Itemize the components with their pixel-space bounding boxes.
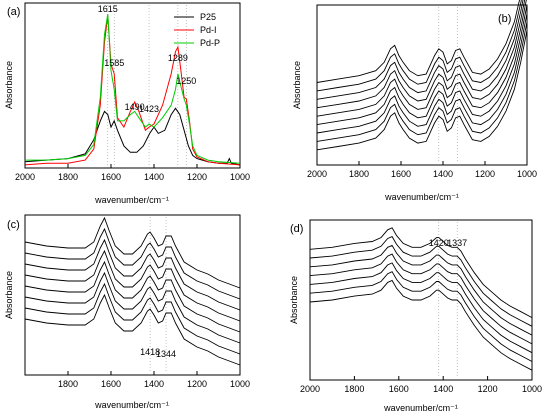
spectrum-line bbox=[316, 0, 527, 117]
panel-label-a: (a) bbox=[7, 6, 20, 18]
x-tick-label: 1600 bbox=[391, 169, 411, 179]
legend-label-pd-p: Pd-P bbox=[200, 38, 220, 48]
spectrum-line bbox=[309, 271, 533, 362]
spectrum-line bbox=[316, 4, 528, 126]
series-group-a bbox=[24, 13, 241, 166]
x-tick-label: 1600 bbox=[101, 172, 121, 182]
spectrum-line bbox=[24, 282, 241, 355]
x-tick-label: 1800 bbox=[349, 169, 369, 179]
x-ticks-d: 2000 1800 1600 1400 1200 1000 bbox=[300, 376, 542, 394]
panel-b: 2000 1800 1600 1400 1200 1000 (b) Absorbance … bbox=[292, 0, 537, 202]
legend-label-pd-i: Pd-I bbox=[200, 25, 217, 35]
x-tick-label: 1000 bbox=[230, 172, 250, 182]
spectrum-line bbox=[316, 13, 528, 134]
peak-label: 1418 bbox=[140, 347, 160, 357]
x-tick-label: 1200 bbox=[187, 172, 207, 182]
reference-lines-b bbox=[438, 7, 459, 163]
x-ticks-b: 2000 1800 1600 1400 1200 1000 bbox=[307, 161, 537, 179]
series-line-pd-p bbox=[25, 13, 241, 164]
panel-label-d: (d) bbox=[290, 223, 303, 235]
x-tick-label: 2000 bbox=[300, 384, 320, 394]
plot-frame-a bbox=[24, 2, 241, 169]
peak-label: 1615 bbox=[98, 4, 118, 14]
x-tick-label: 1400 bbox=[433, 384, 453, 394]
series-group-c bbox=[24, 216, 241, 366]
y-axis-label-d: Absorbance bbox=[289, 276, 299, 324]
x-tick-label: 1800 bbox=[58, 172, 78, 182]
x-tick-label: 2000 bbox=[15, 172, 35, 182]
reference-lines-a bbox=[107, 5, 187, 166]
spectrum-line bbox=[24, 260, 241, 333]
spectrum-line bbox=[309, 262, 533, 354]
x-tick-label: 1200 bbox=[187, 379, 207, 389]
x-axis-label-b: wavenumber/cm⁻¹ bbox=[384, 192, 459, 202]
peak-label: 1585 bbox=[104, 58, 124, 68]
x-tick-label: 1400 bbox=[433, 169, 453, 179]
spectrum-line bbox=[316, 21, 528, 142]
x-ticks-a: 2000 1800 1600 1400 1200 1000 bbox=[15, 164, 250, 182]
spectrum-line bbox=[309, 244, 533, 336]
spectrum-line bbox=[316, 0, 526, 109]
legend-label-p25: P25 bbox=[200, 12, 216, 22]
x-axis-label-c: wavenumber/cm⁻¹ bbox=[94, 400, 169, 410]
x-tick-label: 1400 bbox=[144, 379, 164, 389]
x-tick-label: 1600 bbox=[101, 379, 121, 389]
x-tick-label: 1000 bbox=[522, 384, 542, 394]
x-tick-label: 1400 bbox=[144, 172, 164, 182]
peak-label: 1420 bbox=[429, 238, 449, 248]
x-tick-label: 2000 bbox=[307, 169, 327, 179]
x-ticks-c: 1800 1600 1400 1200 1000 bbox=[58, 371, 250, 389]
series-line-p25 bbox=[24, 107, 241, 166]
peak-label: 1289 bbox=[168, 53, 188, 63]
spectrum-line bbox=[309, 236, 533, 327]
spectrum-line bbox=[24, 227, 241, 300]
x-tick-label: 1200 bbox=[475, 169, 495, 179]
spectrum-line bbox=[316, 0, 524, 100]
spectrum-line bbox=[24, 216, 241, 289]
peak-label: 1344 bbox=[156, 349, 176, 359]
spectrum-line bbox=[24, 271, 241, 344]
spectrum-line bbox=[309, 279, 533, 371]
spectrum-line bbox=[316, 0, 522, 92]
spectrum-line bbox=[309, 227, 533, 318]
x-axis-label-d: wavenumber/cm⁻¹ bbox=[383, 403, 458, 413]
spectrum-line bbox=[24, 293, 241, 366]
y-axis-label-c: Absorbance bbox=[4, 271, 14, 319]
panel-a: 2000 1800 1600 1400 1200 1000 1615 1585 1490142… bbox=[4, 2, 250, 205]
series-line-pd-i bbox=[24, 15, 241, 166]
spectrum-line bbox=[24, 249, 241, 322]
spectrum-line bbox=[316, 30, 528, 151]
plot-frame-b bbox=[316, 4, 528, 166]
series-group-d bbox=[309, 227, 533, 371]
panel-label-b: (b) bbox=[498, 13, 511, 25]
peak-label: 1423 bbox=[139, 104, 159, 114]
peak-label: 1490 bbox=[125, 102, 145, 112]
peak-label: 1250 bbox=[176, 76, 196, 86]
reference-lines-c bbox=[149, 217, 167, 373]
plot-frame-c bbox=[24, 214, 241, 376]
panel-label-c: (c) bbox=[7, 219, 20, 231]
x-tick-label: 1200 bbox=[478, 384, 498, 394]
spectrum-line bbox=[316, 0, 520, 83]
y-axis-label-b: Absorbance bbox=[292, 61, 302, 109]
x-tick-label: 1800 bbox=[58, 379, 78, 389]
spectrum-line bbox=[309, 253, 533, 345]
x-axis-label-a: wavenumber/cm⁻¹ bbox=[94, 195, 169, 205]
x-tick-label: 1000 bbox=[517, 169, 537, 179]
x-tick-label: 1800 bbox=[344, 384, 364, 394]
x-tick-label: 1000 bbox=[230, 379, 250, 389]
plot-frame-d bbox=[309, 219, 533, 381]
x-tick-label: 1600 bbox=[389, 384, 409, 394]
series-group-b bbox=[316, 0, 528, 151]
legend: P25 Pd-I Pd-P bbox=[174, 12, 220, 48]
y-axis-label-a: Absorbance bbox=[4, 61, 14, 109]
spectrum-line bbox=[24, 238, 241, 311]
peak-label: 1337 bbox=[447, 238, 467, 248]
